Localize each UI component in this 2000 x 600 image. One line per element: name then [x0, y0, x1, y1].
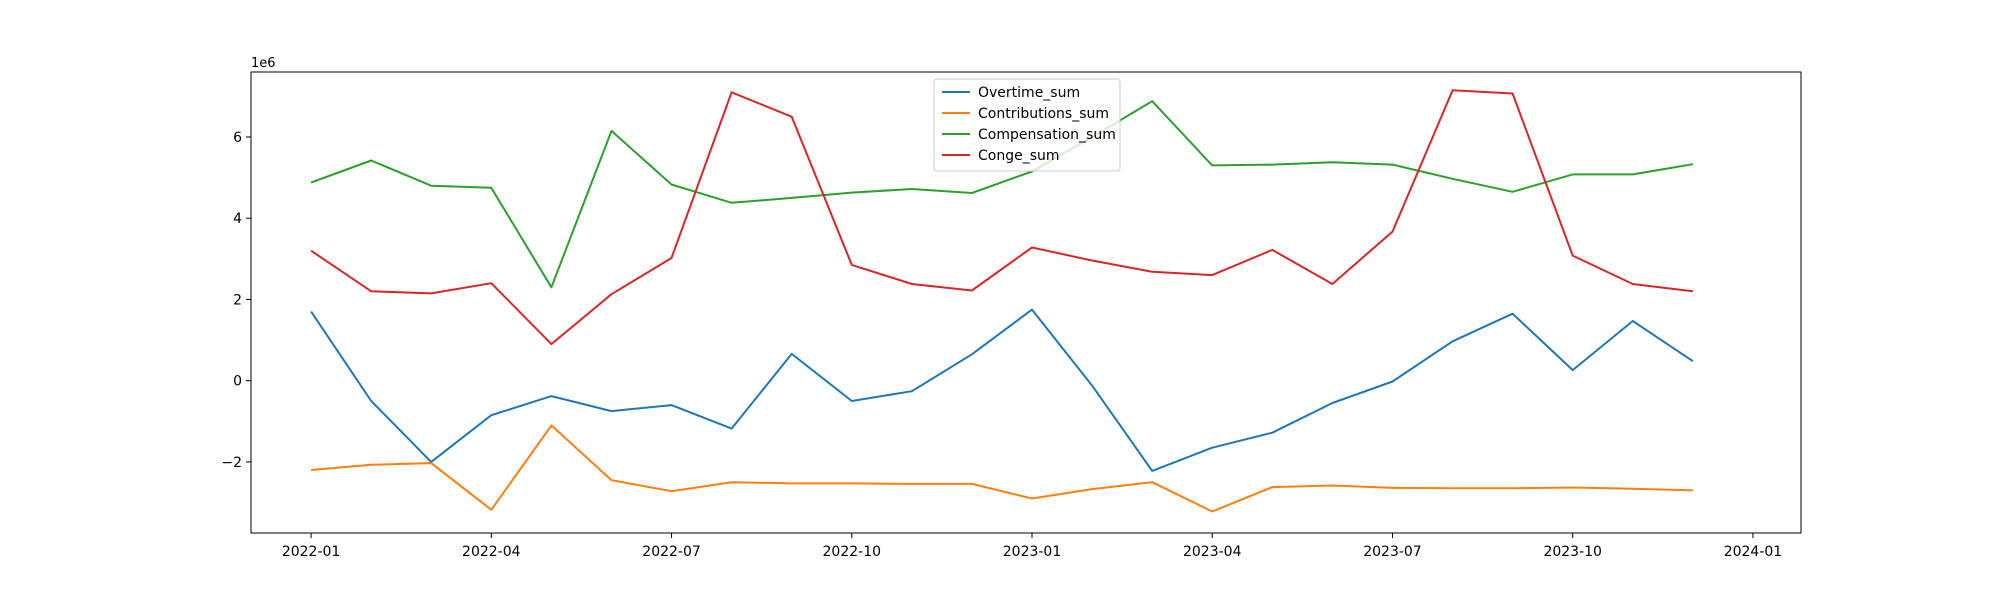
legend-label: Compensation_sum	[978, 127, 1116, 143]
x-tick-label: 2023-10	[1543, 544, 1602, 560]
x-axis: 2022-01 2022-04 2022-07 2022-10 2023-01 2023-…	[282, 533, 1782, 560]
y-tick-label: −2	[221, 455, 242, 471]
y-tick-label: 2	[233, 292, 242, 308]
legend-box	[933, 78, 1121, 172]
y-tick-label: 6	[233, 130, 242, 146]
y-tick-label: 4	[233, 211, 242, 227]
legend-label: Contributions_sum	[978, 106, 1109, 122]
x-tick-label: 2024-01	[1724, 544, 1783, 560]
legend-label: Overtime_sum	[978, 85, 1080, 101]
y-offset-label: 1e6	[251, 56, 276, 71]
series-line-overtime-sum	[310, 308, 1694, 472]
series-line-conge-sum	[310, 89, 1694, 346]
x-tick-label: 2022-07	[642, 544, 701, 560]
series-line-contributions-sum	[311, 424, 1693, 513]
x-tick-label: 2023-01	[1003, 544, 1062, 560]
x-tick-label: 2022-01	[282, 544, 341, 560]
y-tick-label: 0	[233, 374, 242, 390]
series-line-compensation-sum	[310, 100, 1694, 289]
plot-series	[310, 89, 1694, 513]
x-tick-label: 2022-10	[823, 544, 882, 560]
x-tick-label: 2023-04	[1183, 544, 1242, 560]
x-tick-label: 2022-04	[462, 544, 521, 560]
y-axis: −2 0 2 4 6	[221, 130, 251, 471]
plot-frame	[250, 71, 1802, 534]
x-tick-label: 2023-07	[1363, 544, 1422, 560]
legend: Overtime_sum Contributions_sum Compensatio…	[933, 78, 1121, 172]
legend-label: Conge_sum	[978, 148, 1060, 164]
